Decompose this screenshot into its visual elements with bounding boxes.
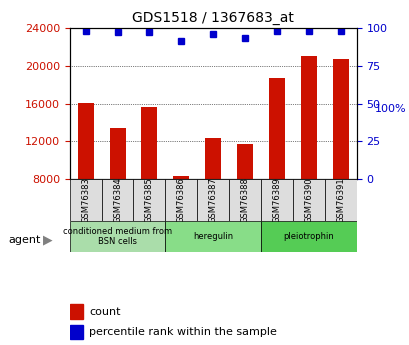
Bar: [141, 107, 157, 179]
Text: GSM76390: GSM76390: [303, 177, 312, 223]
Bar: [70, 304, 83, 319]
FancyBboxPatch shape: [70, 179, 101, 221]
Text: GSM76384: GSM76384: [113, 177, 122, 223]
Text: count: count: [89, 307, 121, 317]
Text: pleiotrophin: pleiotrophin: [283, 232, 333, 241]
FancyBboxPatch shape: [165, 179, 197, 221]
Text: heregulin: heregulin: [193, 232, 233, 241]
Text: GSM76383: GSM76383: [81, 177, 90, 223]
FancyBboxPatch shape: [165, 221, 261, 252]
FancyBboxPatch shape: [261, 179, 292, 221]
Text: GSM76387: GSM76387: [208, 177, 217, 223]
Text: GSM76386: GSM76386: [176, 177, 185, 223]
FancyBboxPatch shape: [197, 179, 229, 221]
FancyBboxPatch shape: [261, 221, 356, 252]
FancyBboxPatch shape: [70, 221, 165, 252]
Bar: [205, 138, 220, 179]
Bar: [173, 176, 189, 179]
Bar: [332, 59, 348, 179]
Text: ▶: ▶: [43, 233, 52, 246]
Text: GSM76391: GSM76391: [335, 177, 344, 223]
Text: GSM76385: GSM76385: [144, 177, 153, 223]
Bar: [109, 128, 125, 179]
FancyBboxPatch shape: [229, 179, 261, 221]
Text: conditioned medium from
BSN cells: conditioned medium from BSN cells: [63, 227, 172, 246]
Bar: [236, 144, 252, 179]
FancyBboxPatch shape: [101, 179, 133, 221]
Bar: [70, 325, 83, 339]
FancyBboxPatch shape: [292, 179, 324, 221]
Y-axis label: 100%: 100%: [373, 104, 405, 114]
Title: GDS1518 / 1367683_at: GDS1518 / 1367683_at: [132, 11, 293, 25]
FancyBboxPatch shape: [133, 179, 165, 221]
Bar: [300, 56, 316, 179]
Bar: [268, 78, 284, 179]
Text: percentile rank within the sample: percentile rank within the sample: [89, 327, 276, 337]
FancyBboxPatch shape: [324, 179, 356, 221]
Bar: [77, 102, 93, 179]
Text: GSM76389: GSM76389: [272, 177, 281, 223]
Text: agent: agent: [8, 235, 40, 245]
Text: GSM76388: GSM76388: [240, 177, 249, 223]
